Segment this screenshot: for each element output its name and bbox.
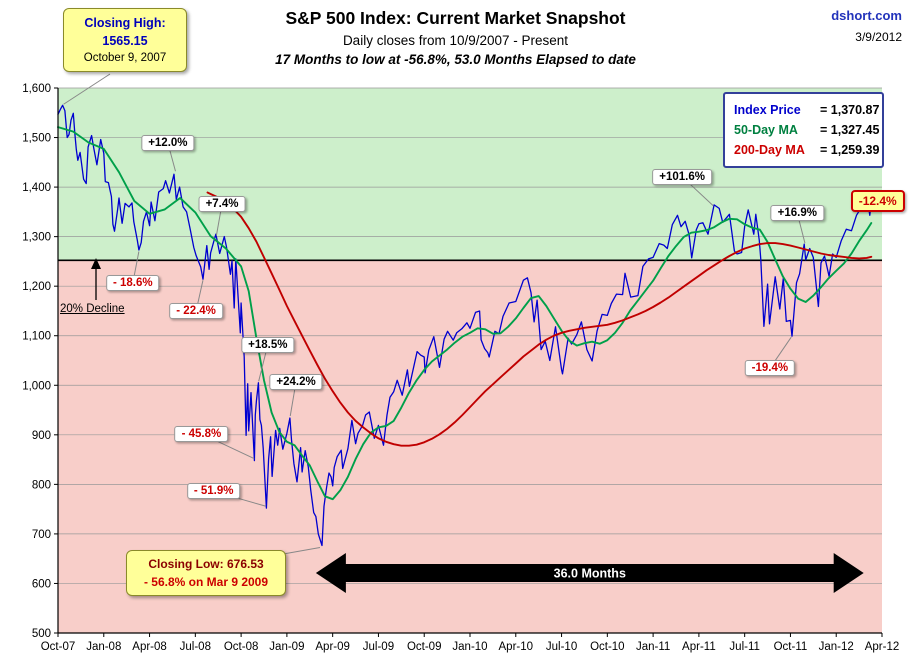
x-tick-label: Oct-07: [41, 641, 76, 653]
y-tick-label: 1,200: [22, 281, 51, 293]
x-tick-label: Oct-10: [590, 641, 625, 653]
chart-subtitle: Daily closes from 10/9/2007 - Present: [342, 33, 569, 48]
legend-item-200day-ma: 200-Day MA = 1,259.39: [734, 140, 880, 160]
decline-threshold-label: 20% Decline: [60, 303, 125, 315]
x-tick-label: Apr-11: [682, 641, 716, 653]
x-tick-label: Jul-09: [363, 641, 394, 653]
closing-high-label: Closing High:: [84, 16, 166, 30]
y-tick-label: 1,500: [22, 133, 51, 145]
legend-index-label: Index Price: [734, 103, 801, 117]
x-tick-label: Apr-09: [315, 641, 350, 653]
x-tick-label: Jul-10: [546, 641, 577, 653]
index-line: [57, 104, 872, 547]
y-tick-label: 600: [32, 578, 51, 590]
x-tick-label: Jan-11: [636, 641, 670, 653]
x-tick-label: Apr-08: [132, 641, 167, 653]
closing-high-date: October 9, 2007: [83, 52, 167, 65]
y-tick-label: 1,000: [22, 380, 51, 392]
legend-ma50-value: = 1,327.45: [820, 123, 880, 137]
legend-ma200-label: 200-Day MA: [734, 143, 805, 157]
ma200-line: [206, 191, 873, 447]
decline-pointer-arrowhead: [91, 258, 101, 269]
y-tick-label: 1,100: [22, 331, 51, 343]
chart-date: 3/9/2012: [855, 30, 902, 44]
chart-tagline: 17 Months to low at -56.8%, 53.0 Months …: [275, 52, 636, 67]
months-span-label: 36.0 Months: [554, 567, 626, 581]
y-tick-label: 500: [32, 628, 51, 640]
site-link[interactable]: dshort.com: [831, 8, 902, 23]
x-tick-label: Jan-09: [269, 641, 304, 653]
x-tick-label: Oct-08: [224, 641, 259, 653]
legend-ma200-value: = 1,259.39: [820, 143, 880, 157]
y-tick-label: 1,300: [22, 232, 51, 244]
closing-low-value: Closing Low: 676.53: [148, 557, 264, 571]
legend-index-value: = 1,370.87: [820, 103, 880, 117]
ma50-line: [57, 126, 873, 501]
legend-ma50-label: 50-Day MA: [734, 123, 798, 137]
closing-low-callout: Closing Low: 676.53 - 56.8% on Mar 9 200…: [126, 550, 286, 596]
x-tick-label: Oct-11: [774, 641, 808, 653]
y-tick-label: 1,400: [22, 182, 51, 194]
legend-box: Index Price = 1,370.87 50-Day MA = 1,327.4…: [723, 92, 884, 168]
closing-high-value: 1565.15: [102, 34, 148, 49]
annotation-tail: [871, 200, 878, 203]
y-tick-label: 800: [32, 479, 51, 491]
x-tick-label: Apr-12: [865, 641, 900, 653]
legend-item-50day-ma: 50-Day MA = 1,327.45: [734, 120, 880, 140]
chart-title: S&P 500 Index: Current Market Snapshot: [285, 8, 626, 28]
closing-low-date: - 56.8% on Mar 9 2009: [143, 575, 269, 589]
x-tick-label: Jul-11: [729, 641, 759, 653]
x-tick-label: Apr-10: [499, 641, 534, 653]
months-span-arrow: [315, 553, 864, 594]
legend-item-index-price: Index Price = 1,370.87: [734, 100, 880, 120]
x-tick-label: Jul-08: [180, 641, 211, 653]
y-tick-label: 1,600: [22, 83, 51, 95]
x-tick-label: Jan-08: [86, 641, 121, 653]
y-tick-label: 900: [32, 430, 51, 442]
x-tick-label: Jan-12: [819, 641, 854, 653]
x-tick-label: Jan-10: [452, 641, 487, 653]
closing-high-tail: [63, 73, 111, 105]
x-tick-label: Oct-09: [407, 641, 442, 653]
y-tick-label: 700: [32, 529, 51, 541]
closing-high-callout: Closing High: 1565.15 October 9, 2007: [63, 8, 187, 72]
